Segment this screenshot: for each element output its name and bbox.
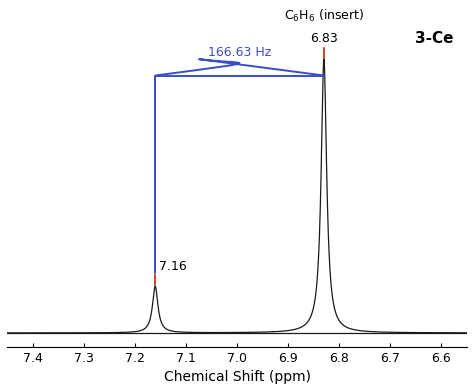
Text: 7.16: 7.16 xyxy=(159,260,187,273)
Text: 166.63 Hz: 166.63 Hz xyxy=(208,46,271,59)
Text: C$_6$H$_6$ (insert): C$_6$H$_6$ (insert) xyxy=(283,7,364,23)
X-axis label: Chemical Shift (ppm): Chemical Shift (ppm) xyxy=(164,370,310,384)
Text: 6.83: 6.83 xyxy=(310,32,338,45)
Text: 3-Ce: 3-Ce xyxy=(415,31,453,46)
